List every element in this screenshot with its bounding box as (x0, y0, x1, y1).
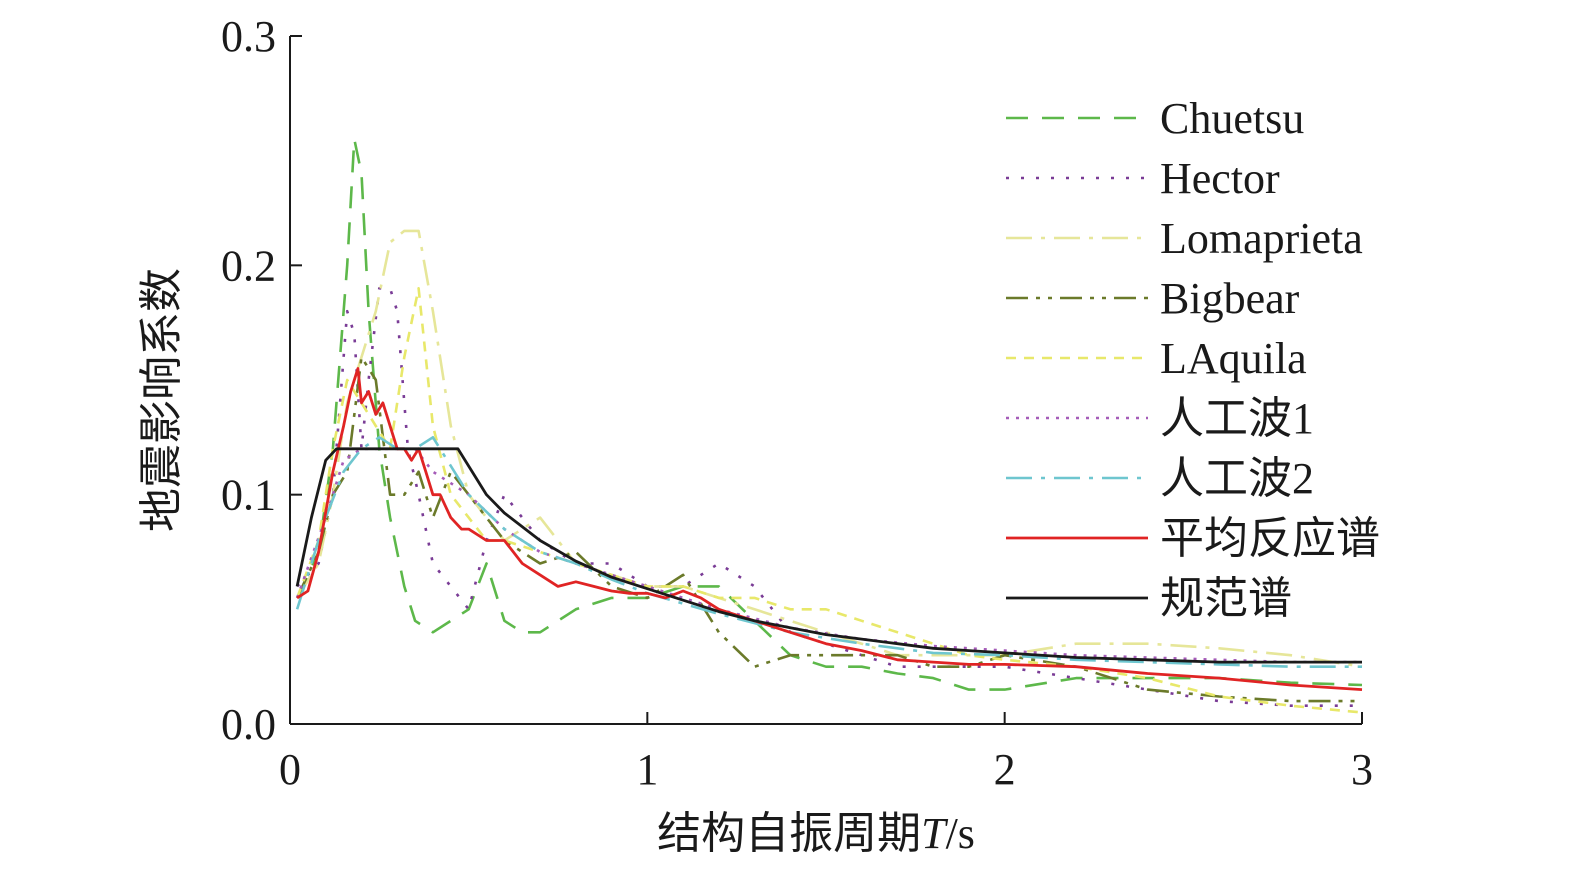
x-tick-label: 0 (279, 745, 301, 794)
y-tick-label: 0.2 (221, 241, 276, 290)
series-6-legend-label: 人工波1 (1160, 394, 1314, 443)
axes-layer (289, 36, 1362, 725)
x-axis-title: 结构自振周期T/s (657, 808, 975, 859)
series-3-legend-label: Lomaprieta (1160, 214, 1363, 263)
y-tick-label: 0.0 (221, 700, 276, 749)
series-layer (295, 137, 1363, 714)
series-1-line (295, 137, 1363, 691)
series-7-legend-label: 人工波2 (1160, 454, 1314, 503)
series-5-line (295, 286, 1363, 714)
x-tick-label: 2 (994, 745, 1016, 794)
series-1-legend-label: Chuetsu (1160, 94, 1304, 143)
x-tick-label: 1 (636, 745, 658, 794)
series-8-line (296, 367, 1363, 691)
y-tick-label: 0.3 (221, 12, 276, 61)
x-axis-title-main: 结构自振周期 (657, 808, 921, 859)
series-9-legend-label: 规范谱 (1160, 574, 1292, 623)
legend: Chuetsu Hector Lomaprieta Bigbear LAquila 人工波… (1006, 94, 1380, 623)
x-tick-label: 3 (1351, 745, 1373, 794)
y-tick-label: 0.1 (221, 471, 276, 520)
ticks-layer: 0.0 0.1 0.2 0.3 0 1 2 3 (221, 12, 1373, 794)
y-axis-title: 地震影响系数 (136, 268, 187, 532)
series-9-line (295, 447, 1362, 664)
series-5-legend-label: LAquila (1160, 334, 1307, 383)
series-8-legend-label: 平均反应谱 (1160, 514, 1380, 563)
x-axis-title-variable: T (921, 809, 949, 858)
series-4-legend-label: Bigbear (1160, 274, 1300, 323)
series-2-legend-label: Hector (1160, 154, 1280, 203)
x-axis-title-unit: /s (946, 809, 975, 858)
series-7-line (295, 435, 1362, 669)
